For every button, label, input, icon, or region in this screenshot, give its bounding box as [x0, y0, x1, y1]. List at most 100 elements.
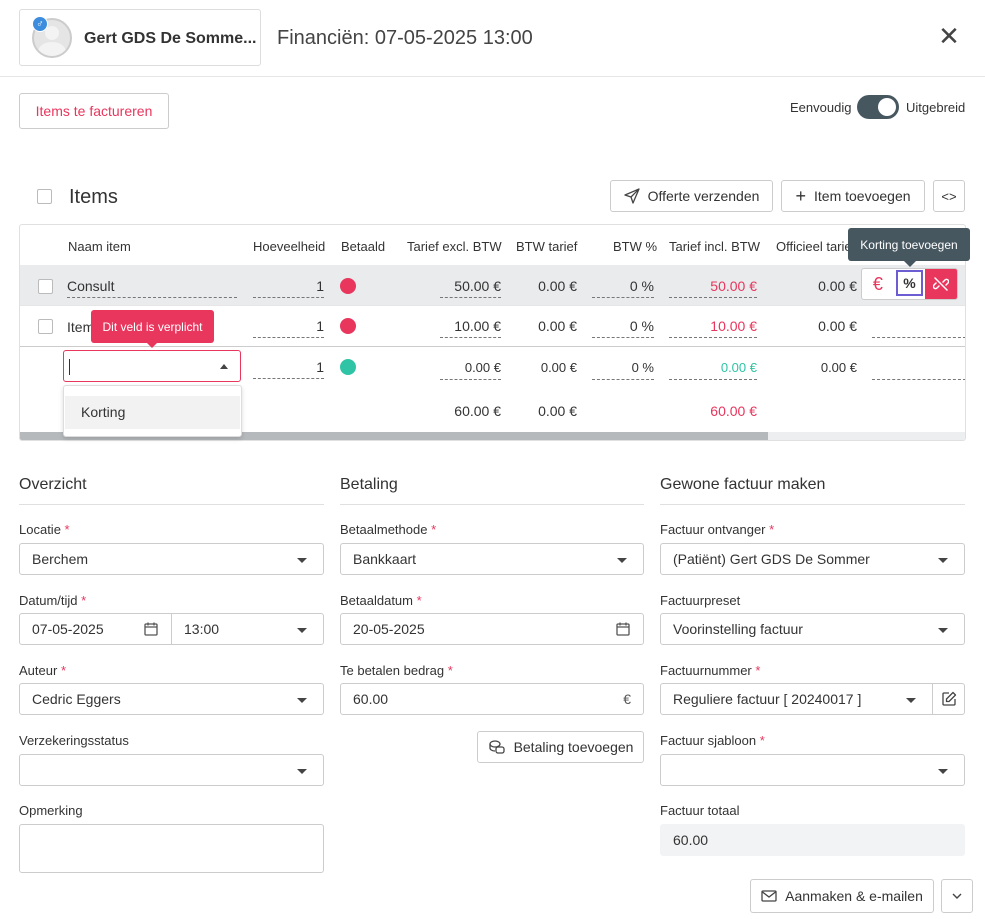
coins-icon — [488, 740, 505, 754]
price-excl[interactable]: 10.00 € — [440, 318, 501, 338]
price-incl[interactable]: 10.00 € — [669, 318, 757, 338]
payment-title: Betaling — [340, 476, 398, 493]
percent-icon[interactable]: % — [895, 270, 924, 296]
text-cursor — [69, 359, 70, 375]
price-excl[interactable]: 50.00 € — [440, 278, 501, 298]
insurance-select[interactable] — [19, 754, 324, 786]
toggle-label-extended: Uitgebreid — [906, 100, 966, 115]
price-incl[interactable]: 0.00 € — [669, 360, 757, 380]
chevron-down-icon — [938, 628, 948, 633]
mail-icon — [761, 890, 777, 902]
edit-icon — [941, 691, 956, 706]
vat-percent[interactable]: 0 % — [592, 318, 654, 338]
invoice-title: Gewone factuur maken — [660, 476, 826, 493]
item-name[interactable]: Consult — [67, 278, 237, 298]
author-label: Auteur * — [19, 663, 66, 678]
page-title: Financiën: 07-05-2025 13:00 — [277, 27, 533, 49]
table-row[interactable]: Consult 1 50.00 € 0.00 € 0 % 50.00 € 0.0… — [20, 265, 965, 305]
male-icon: ♂ — [32, 16, 48, 32]
chevron-down-icon — [297, 628, 307, 633]
price-excl[interactable]: 0.00 € — [440, 360, 501, 380]
datetime-label: Datum/tijd * — [19, 593, 87, 608]
note-textarea[interactable] — [19, 824, 324, 873]
table-row[interactable]: 1 0.00 € 0.00 € 0 % 0.00 € 0.00 € — [20, 347, 965, 387]
calendar-icon — [616, 622, 630, 636]
invoice-number-select[interactable]: Reguliere factuur [ 20240017 ] — [660, 683, 933, 715]
amount-field[interactable]: 60.00 € — [340, 683, 644, 715]
invoice-number-label: Factuurnummer * — [660, 663, 761, 678]
author-select[interactable]: Cedric Eggers — [19, 683, 324, 715]
template-select[interactable] — [660, 754, 965, 786]
send-quote-label: Offerte verzenden — [647, 188, 760, 204]
item-dropdown-menu: Korting — [63, 385, 242, 437]
chevron-down-icon — [297, 698, 307, 703]
item-name[interactable]: Item — [67, 319, 95, 335]
row-extra-field[interactable] — [872, 360, 965, 380]
euro-icon: € — [623, 691, 631, 707]
vat-percent[interactable]: 0 % — [592, 360, 654, 380]
item-quantity[interactable]: 1 — [253, 359, 324, 379]
item-name-select[interactable] — [63, 350, 241, 382]
chevron-down-icon — [938, 558, 948, 563]
vat-amount: 0.00 € — [538, 278, 577, 294]
preset-select[interactable]: Voorinstelling factuur — [660, 613, 965, 645]
column-header: Hoeveelheid — [253, 239, 326, 254]
close-icon[interactable]: ✕ — [938, 21, 960, 51]
paid-status-dot — [340, 359, 356, 375]
item-quantity[interactable]: 1 — [253, 318, 324, 338]
payment-method-select[interactable]: Bankkaart — [340, 543, 644, 575]
dropdown-option-korting[interactable]: Korting — [65, 396, 240, 429]
header-divider — [0, 76, 985, 77]
euro-icon[interactable]: € — [872, 273, 883, 294]
create-options-button[interactable] — [941, 879, 973, 913]
preset-label: Factuurpreset — [660, 593, 741, 608]
note-label: Opmerking — [19, 803, 83, 818]
row-extra-field[interactable] — [872, 318, 965, 338]
chevron-up-icon[interactable] — [220, 364, 228, 369]
items-table: Naam item Hoeveelheid Betaald Tarief exc… — [19, 224, 966, 441]
items-to-invoice-button[interactable]: Items te factureren — [19, 93, 169, 129]
total-incl: 60.00 € — [710, 403, 757, 419]
unlink-icon[interactable] — [925, 269, 958, 299]
row-actions: € % — [861, 268, 958, 300]
row-checkbox[interactable] — [38, 279, 53, 294]
vat-percent[interactable]: 0 % — [592, 278, 654, 298]
add-payment-button[interactable]: Betaling toevoegen — [477, 731, 644, 763]
vat-amount: 0.00 € — [538, 318, 577, 334]
location-select[interactable]: Berchem — [19, 543, 324, 575]
row-checkbox[interactable] — [38, 319, 53, 334]
patient-card[interactable]: ♂ Gert GDS De Somme... — [19, 9, 261, 66]
create-email-button[interactable]: Aanmaken & e-mailen — [750, 879, 934, 913]
payment-method-label: Betaalmethode * — [340, 522, 437, 537]
toggle-label-simple: Eenvoudig — [790, 100, 852, 115]
vat-amount: 0.00 € — [540, 360, 577, 375]
add-payment-label: Betaling toevoegen — [513, 739, 634, 755]
invoice-total-field: 60.00 — [660, 824, 965, 856]
horizontal-scrollbar[interactable] — [20, 432, 965, 440]
column-header: Officieel tarie — [776, 239, 852, 254]
add-item-button[interactable]: + Item toevoegen — [781, 180, 925, 212]
time-select[interactable]: 13:00 — [171, 613, 324, 645]
recipient-select[interactable]: (Patiënt) Gert GDS De Sommer — [660, 543, 965, 575]
official-price: 0.00 € — [818, 278, 857, 294]
items-title: Items — [69, 186, 118, 208]
payment-date-field[interactable]: 20-05-2025 — [340, 613, 644, 645]
date-field[interactable]: 07-05-2025 — [19, 613, 172, 645]
item-quantity[interactable]: 1 — [253, 278, 324, 298]
code-icon: <> — [941, 188, 957, 204]
amount-label: Te betalen bedrag * — [340, 663, 453, 678]
create-email-label: Aanmaken & e-mailen — [785, 888, 923, 904]
unlink-icon-svg — [933, 277, 950, 291]
send-quote-button[interactable]: Offerte verzenden — [610, 180, 773, 212]
edit-invoice-number-button[interactable] — [932, 683, 965, 715]
scrollbar-thumb[interactable] — [20, 432, 769, 440]
select-all-checkbox[interactable] — [37, 189, 52, 204]
code-toggle-button[interactable]: <> — [933, 180, 965, 212]
chevron-down-icon — [952, 893, 962, 899]
table-row[interactable]: Item 1 10.00 € 0.00 € 0 % 10.00 € 0.00 € — [20, 306, 965, 346]
paid-status-dot — [340, 278, 356, 294]
mode-toggle[interactable] — [857, 95, 899, 119]
location-label: Locatie * — [19, 522, 70, 537]
price-incl[interactable]: 50.00 € — [669, 278, 757, 298]
discount-tooltip: Korting toevoegen — [848, 228, 970, 267]
